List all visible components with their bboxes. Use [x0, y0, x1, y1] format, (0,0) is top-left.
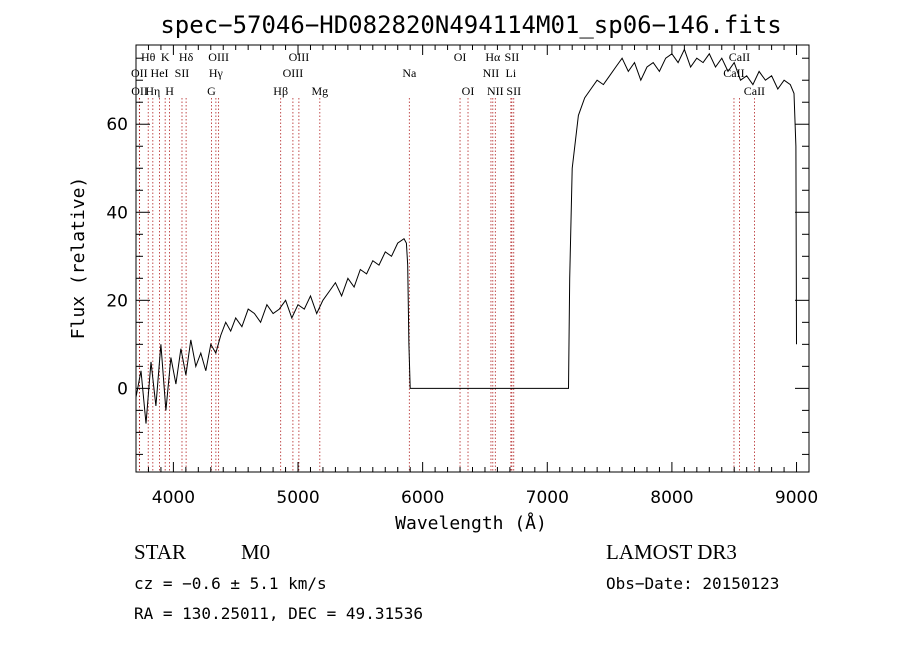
- x-tick-label: 6000: [401, 488, 444, 508]
- object-class: STAR: [134, 540, 186, 564]
- marker-label: SII: [175, 66, 190, 80]
- chart-title: spec−57046−HD082820N494114M01_sp06−146.f…: [160, 11, 781, 39]
- marker-label: Hγ: [209, 66, 224, 80]
- y-axis-label: Flux (relative): [68, 177, 89, 340]
- marker-label: HeI: [151, 66, 169, 80]
- marker-label: OI: [454, 50, 467, 64]
- observation-date: Obs−Date: 20150123: [606, 574, 779, 593]
- x-tick-label: 8000: [650, 488, 693, 508]
- marker-label: CaII: [729, 50, 750, 64]
- marker-label: SII: [505, 50, 520, 64]
- x-tick-label: 9000: [775, 488, 818, 508]
- marker-label: Na: [402, 66, 417, 80]
- marker-label: OIII: [208, 50, 229, 64]
- marker-label: CaII: [744, 84, 765, 98]
- marker-label: Hη: [145, 84, 160, 98]
- coordinates: RA = 130.25011, DEC = 49.31536: [134, 604, 423, 623]
- x-tick-label: 7000: [526, 488, 569, 508]
- marker-label: Hα: [485, 50, 501, 64]
- marker-label: OIII: [289, 50, 310, 64]
- marker-label: G: [207, 84, 216, 98]
- marker-label: Mg: [311, 84, 328, 98]
- marker-label: Hθ: [141, 50, 156, 64]
- axis-ticks: 4000 5000 6000 7000 8000 9000 0 20 40 60: [106, 45, 818, 508]
- marker-label: Hβ: [273, 84, 288, 98]
- x-axis-label: Wavelength (Å): [395, 512, 547, 534]
- redshift-info: cz = −0.6 ± 5.1 km/s: [134, 574, 327, 593]
- object-subclass: M0: [241, 540, 270, 564]
- x-tick-label: 4000: [152, 488, 195, 508]
- x-tick-label: 5000: [276, 488, 319, 508]
- marker-label: OII: [131, 84, 148, 98]
- marker-label: Hδ: [179, 50, 194, 64]
- spectrum-line: [135, 48, 797, 424]
- survey-name: LAMOST DR3: [606, 540, 737, 564]
- marker-label: H: [165, 84, 174, 98]
- y-tick-label: 20: [106, 291, 128, 311]
- marker-label: SII: [506, 84, 521, 98]
- marker-label: OII: [131, 66, 148, 80]
- y-tick-label: 60: [106, 115, 128, 135]
- marker-label: NII: [483, 66, 500, 80]
- marker-label: OI: [462, 84, 475, 98]
- marker-label: NII: [487, 84, 504, 98]
- y-tick-label: 0: [117, 379, 128, 399]
- marker-label: Li: [506, 66, 517, 80]
- y-tick-label: 40: [106, 203, 128, 223]
- marker-label: OIII: [283, 66, 304, 80]
- marker-label: K: [161, 50, 170, 64]
